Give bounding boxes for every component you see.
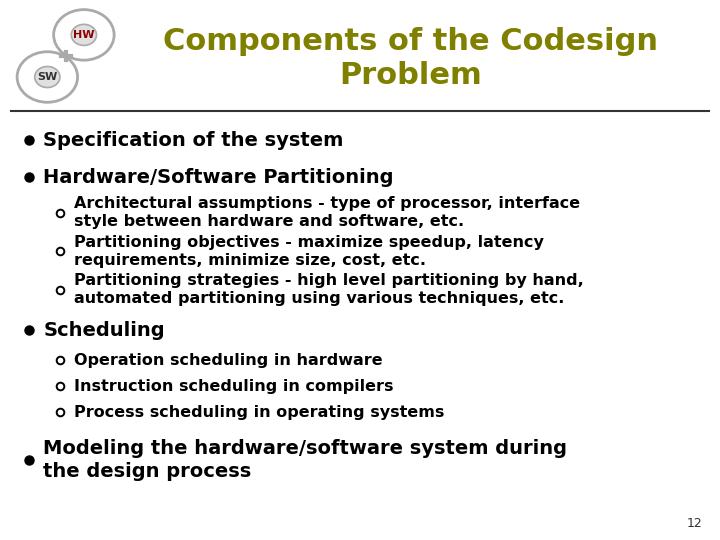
Text: Operation scheduling in hardware: Operation scheduling in hardware [74, 353, 383, 368]
Text: Instruction scheduling in compilers: Instruction scheduling in compilers [74, 379, 394, 394]
Text: Specification of the system: Specification of the system [43, 131, 343, 150]
Text: Modeling the hardware/software system during
the design process: Modeling the hardware/software system du… [43, 439, 567, 481]
Text: Scheduling: Scheduling [43, 321, 165, 340]
Text: Partitioning strategies - high level partitioning by hand,
automated partitionin: Partitioning strategies - high level par… [74, 273, 584, 307]
Text: Components of the Codesign: Components of the Codesign [163, 28, 658, 56]
Text: 12: 12 [686, 517, 702, 530]
Text: Hardware/Software Partitioning: Hardware/Software Partitioning [43, 167, 394, 187]
Text: Architectural assumptions - type of processor, interface
style between hardware : Architectural assumptions - type of proc… [74, 196, 580, 229]
Circle shape [35, 66, 60, 87]
Text: HW: HW [73, 30, 94, 40]
Text: Problem: Problem [339, 62, 482, 90]
Text: Partitioning objectives - maximize speedup, latency
requirements, minimize size,: Partitioning objectives - maximize speed… [74, 234, 544, 268]
Text: SW: SW [37, 72, 58, 82]
Circle shape [71, 24, 96, 45]
Text: Process scheduling in operating systems: Process scheduling in operating systems [74, 404, 444, 420]
